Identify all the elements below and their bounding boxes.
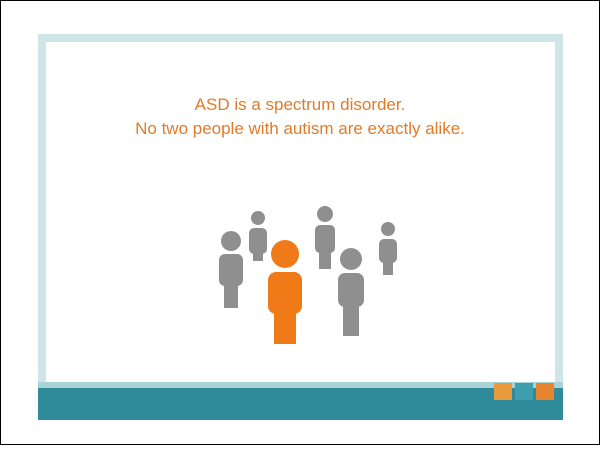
footer-square (515, 383, 533, 400)
people-icons (219, 206, 397, 344)
footer-strip (38, 382, 563, 388)
slide-body (46, 42, 555, 382)
footer-square (536, 383, 554, 400)
footer-band (38, 388, 563, 420)
footer-square (494, 383, 512, 400)
slide-line: ASD is a spectrum disorder. (195, 95, 406, 114)
slide-line: No two people with autism are exactly al… (135, 119, 465, 138)
